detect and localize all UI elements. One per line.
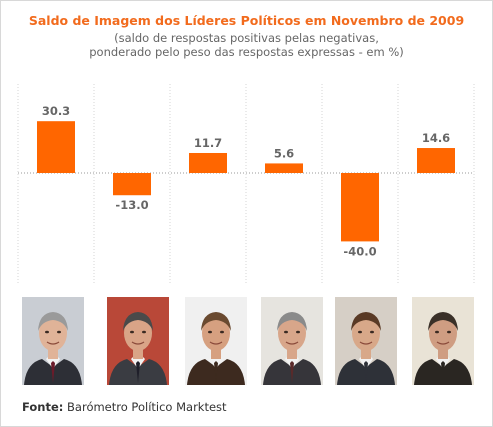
source-label: Fonte: bbox=[22, 400, 64, 414]
value-label-1: 30.3 bbox=[42, 104, 70, 118]
value-label-5: -40.0 bbox=[343, 244, 376, 258]
bar-3 bbox=[189, 152, 227, 173]
chart-title: Saldo de Imagem dos Líderes Políticos em… bbox=[28, 13, 465, 28]
source-text: Barómetro Político Marktest bbox=[67, 400, 227, 414]
value-label-6: 14.6 bbox=[422, 131, 450, 145]
leader-photo-2-icon bbox=[107, 297, 169, 385]
bar-2 bbox=[113, 173, 151, 196]
leader-photo-1-icon bbox=[22, 297, 84, 385]
bar-4 bbox=[265, 163, 303, 173]
bar-1 bbox=[37, 121, 75, 173]
bar-5 bbox=[341, 173, 379, 242]
chart-subtitle-line2: ponderado pelo peso das respostas expres… bbox=[89, 45, 404, 59]
value-label-2: -13.0 bbox=[115, 198, 148, 212]
source-note: Fonte: Barómetro Político Marktest bbox=[22, 400, 227, 414]
bar-6 bbox=[417, 148, 455, 173]
leader-photo-6-icon bbox=[412, 297, 474, 385]
bar-chart: 30.3 -13.0 11.7 5.6 -40.0 14.6 bbox=[17, 84, 475, 284]
leader-photo-5-icon bbox=[335, 297, 397, 385]
chart-subtitle-line1: (saldo de respostas positivas pelas nega… bbox=[114, 31, 379, 45]
value-label-4: 5.6 bbox=[274, 146, 294, 160]
leader-photo-4-icon bbox=[261, 297, 323, 385]
value-label-3: 11.7 bbox=[194, 136, 222, 150]
leader-photo-3-icon bbox=[185, 297, 247, 385]
